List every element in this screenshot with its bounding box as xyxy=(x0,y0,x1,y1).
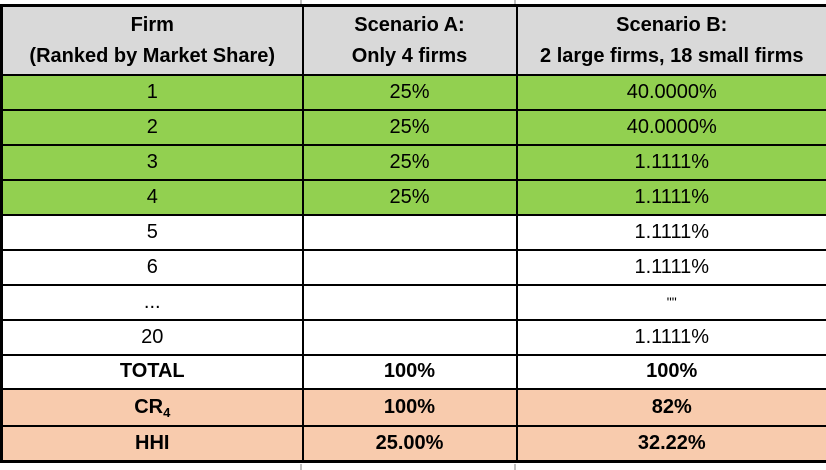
header-scenario-a-line1: Scenario A: xyxy=(354,13,465,36)
scenario-b-cell: 1.1111% xyxy=(515,213,826,251)
firm-cell: 20 xyxy=(0,318,304,356)
firm-cell: 6 xyxy=(0,248,304,286)
cr4-label-subscript: 4 xyxy=(163,404,171,420)
gridline-stub xyxy=(514,0,516,4)
header-firm: Firm (Ranked by Market Share) xyxy=(0,4,304,76)
table-row-firm-2: 2 25% 40.0000% xyxy=(0,108,826,146)
total-scenario-a: 100% xyxy=(301,353,518,391)
header-scenario-a: Scenario A: Only 4 firms xyxy=(301,4,518,76)
gridline-stub xyxy=(300,464,302,470)
hhi-scenario-a: 25.00% xyxy=(301,424,518,463)
header-scenario-a-line2: Only 4 firms xyxy=(351,44,468,67)
total-scenario-b: 100% xyxy=(515,353,826,391)
firm-cell: 1 xyxy=(0,74,304,111)
table-row-firm-5: 5 1.1111% xyxy=(0,213,826,251)
gridline-stub xyxy=(300,0,302,4)
firm-cell: 3 xyxy=(0,143,304,181)
scenario-a-cell: 25% xyxy=(301,143,518,181)
scenario-a-cell: 25% xyxy=(301,178,518,216)
scenario-b-cell: 1.1111% xyxy=(515,248,826,286)
cr4-scenario-a: 100% xyxy=(301,388,518,427)
firm-cell: 5 xyxy=(0,213,304,251)
firm-cell: ... xyxy=(0,283,304,321)
scenario-b-cell: "" xyxy=(515,283,826,321)
hhi-scenario-b: 32.22% xyxy=(515,424,826,463)
scenario-a-cell xyxy=(301,213,518,251)
header-scenario-b-line1: Scenario B: xyxy=(616,13,728,36)
scenario-a-cell xyxy=(301,283,518,321)
cr4-scenario-b: 82% xyxy=(515,388,826,427)
scenario-b-cell: 40.0000% xyxy=(515,108,826,146)
scenario-a-cell: 25% xyxy=(301,108,518,146)
table-row-firm-4: 4 25% 1.1111% xyxy=(0,178,826,216)
firm-cell: 4 xyxy=(0,178,304,216)
header-firm-line1: Firm xyxy=(130,13,174,36)
table-row-firm-3: 3 25% 1.1111% xyxy=(0,143,826,181)
cr4-label-main: CR xyxy=(134,395,164,418)
table-row-total: TOTAL 100% 100% xyxy=(0,353,826,391)
scenario-b-cell: 1.1111% xyxy=(515,318,826,356)
table-row-firm-20: 20 1.1111% xyxy=(0,318,826,356)
gridline-stub xyxy=(514,464,516,470)
scenario-a-cell xyxy=(301,318,518,356)
hhi-label: HHI xyxy=(0,424,304,463)
firm-cell: 2 xyxy=(0,108,304,146)
header-scenario-b-line2: 2 large firms, 18 small firms xyxy=(540,44,804,67)
table-row-firm-1: 1 25% 40.0000% xyxy=(0,74,826,111)
table-row-hhi: HHI 25.00% 32.22% xyxy=(0,424,826,463)
scenario-a-cell xyxy=(301,248,518,286)
cr4-label: CR4 xyxy=(0,388,304,427)
table-row-ellipsis: ... "" xyxy=(0,283,826,321)
scenario-b-cell: 1.1111% xyxy=(515,143,826,181)
header-row: Firm (Ranked by Market Share) Scenario A… xyxy=(0,4,826,76)
scenario-b-cell: 1.1111% xyxy=(515,178,826,216)
scenario-a-cell: 25% xyxy=(301,74,518,111)
total-label: TOTAL xyxy=(0,353,304,391)
header-scenario-b: Scenario B: 2 large firms, 18 small firm… xyxy=(515,4,826,76)
table-row-cr4: CR4 100% 82% xyxy=(0,388,826,427)
header-firm-line2: (Ranked by Market Share) xyxy=(29,44,276,67)
scenario-b-cell: 40.0000% xyxy=(515,74,826,111)
table-row-firm-6: 6 1.1111% xyxy=(0,248,826,286)
market-concentration-table: Firm (Ranked by Market Share) Scenario A… xyxy=(0,4,826,463)
